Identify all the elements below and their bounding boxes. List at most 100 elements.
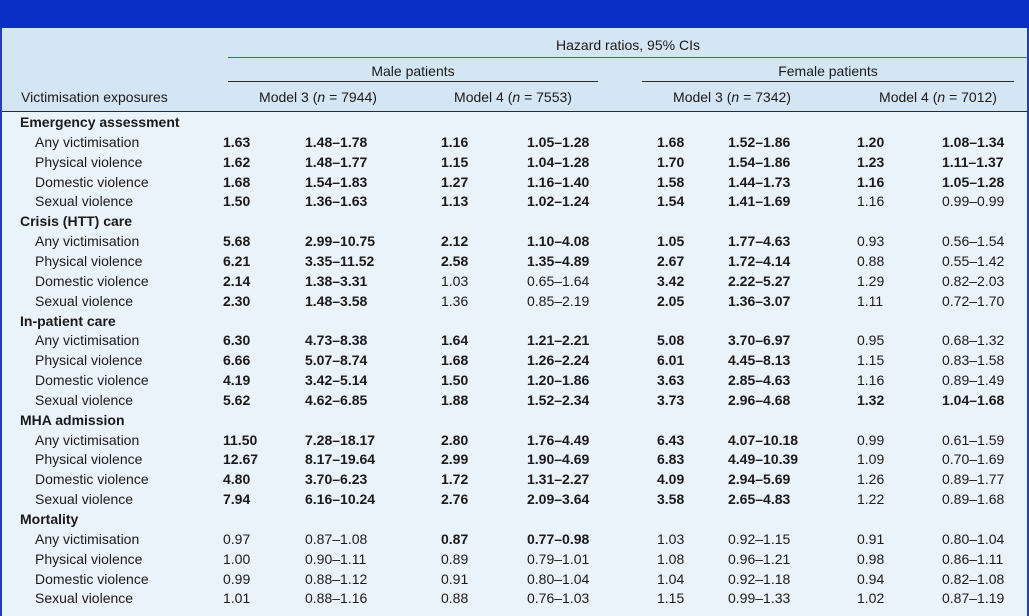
row-label: Domestic violence	[35, 372, 149, 389]
confidence-interval-cell: 3.35–11.52	[305, 252, 375, 269]
hazard-ratio-cell: 1.16	[441, 133, 469, 150]
hazard-ratio-cell: 2.05	[657, 292, 685, 309]
male-patients-header: Male patients	[371, 63, 455, 79]
row-label: Sexual violence	[35, 391, 134, 408]
confidence-interval-cell: 1.41–1.69	[728, 193, 791, 210]
confidence-interval-cell: 0.65–1.64	[527, 272, 590, 289]
row-label: Sexual violence	[35, 193, 134, 210]
confidence-interval-cell: 1.38–3.31	[305, 272, 368, 289]
confidence-interval-cell: 1.76–4.49	[527, 431, 590, 448]
confidence-interval-cell: 0.96–1.21	[728, 550, 791, 567]
confidence-interval-cell: 1.26–2.24	[527, 352, 590, 369]
hazard-ratio-cell: 1.09	[857, 451, 885, 468]
male-model3-prefix: Model 3 (	[259, 89, 318, 105]
male-patients-rule	[228, 81, 598, 82]
male-model3-suffix: = 7944)	[325, 89, 377, 105]
male-model3-header: Model 3 (n = 7944)	[228, 88, 408, 106]
table-header-band	[2, 28, 1027, 111]
confidence-interval-cell: 1.48–1.78	[305, 133, 368, 150]
hazard-ratio-cell: 1.26	[857, 471, 885, 488]
hazard-ratio-cell: 3.63	[657, 372, 685, 389]
hazard-ratio-cell: 1.68	[223, 173, 251, 190]
confidence-interval-cell: 7.28–18.17	[305, 431, 376, 448]
hazard-ratio-cell: 1.50	[223, 193, 251, 210]
hazard-ratio-cell: 0.91	[441, 570, 469, 587]
section-title: Crisis (HTT) care	[20, 213, 133, 230]
row-label: Sexual violence	[35, 590, 134, 607]
confidence-interval-cell: 0.99–1.33	[728, 590, 791, 607]
female-patients-rule	[642, 81, 1014, 82]
confidence-interval-cell: 1.04–1.68	[942, 391, 1005, 408]
row-label: Physical violence	[35, 153, 143, 170]
row-label: Domestic violence	[35, 173, 149, 190]
hazard-ratio-cell: 2.58	[441, 252, 469, 269]
confidence-interval-cell: 4.73–8.38	[305, 332, 368, 349]
hazard-ratio-cell: 1.13	[441, 193, 469, 210]
row-label: Physical violence	[35, 451, 143, 468]
confidence-interval-cell: 1.52–2.34	[527, 391, 590, 408]
hazard-ratio-cell: 1.02	[857, 590, 885, 607]
hazard-ratio-cell: 1.11	[857, 292, 884, 309]
confidence-interval-cell: 1.48–3.58	[305, 292, 368, 309]
row-label: Any victimisation	[35, 332, 140, 349]
confidence-interval-cell: 0.79–1.01	[527, 550, 590, 567]
confidence-interval-cell: 0.72–1.70	[942, 292, 1005, 309]
hazard-ratio-cell: 0.89	[441, 550, 469, 567]
confidence-interval-cell: 1.11–1.37	[942, 153, 1004, 170]
hazard-ratio-cell: 0.91	[857, 530, 885, 547]
confidence-interval-cell: 3.42–5.14	[305, 372, 368, 389]
female-model4-prefix: Model 4 (	[879, 89, 938, 105]
confidence-interval-cell: 1.72–4.14	[728, 252, 791, 269]
hazard-ratio-cell: 5.08	[657, 332, 685, 349]
hazard-ratio-cell: 12.67	[223, 451, 259, 468]
confidence-interval-cell: 0.89–1.68	[942, 491, 1005, 508]
hazard-ratio-cell: 0.88	[441, 590, 469, 607]
hazard-ratio-cell: 1.03	[657, 530, 685, 547]
confidence-interval-cell: 0.80–1.04	[942, 530, 1005, 547]
confidence-interval-cell: 0.87–1.08	[305, 530, 368, 547]
hazard-ratio-cell: 1.16	[857, 173, 885, 190]
section-title: MHA admission	[20, 411, 125, 428]
hazard-ratio-cell: 1.15	[857, 352, 885, 369]
male-model4-n: n	[512, 89, 521, 105]
hazard-ratio-cell: 1.27	[441, 173, 469, 190]
confidence-interval-cell: 1.05–1.28	[942, 173, 1005, 190]
confidence-interval-cell: 2.22–5.27	[728, 272, 791, 289]
hazard-ratio-cell: 1.15	[441, 153, 469, 170]
hazard-ratio-cell: 1.68	[657, 133, 685, 150]
female-model4-suffix: = 7012)	[945, 89, 997, 105]
hazard-ratio-cell: 3.42	[657, 272, 685, 289]
hazard-ratio-cell: 6.21	[223, 252, 251, 269]
hazard-ratio-cell: 0.94	[857, 570, 885, 587]
confidence-interval-cell: 4.45–8.13	[728, 352, 791, 369]
confidence-interval-cell: 0.82–2.03	[942, 272, 1005, 289]
male-model4-suffix: = 7553)	[520, 89, 572, 105]
hazard-ratio-cell: 2.76	[441, 491, 469, 508]
confidence-interval-cell: 1.35–4.89	[527, 252, 590, 269]
confidence-interval-cell: 2.09–3.64	[527, 491, 590, 508]
hazard-ratio-cell: 1.70	[657, 153, 685, 170]
hazard-ratio-cell: 0.87	[441, 530, 469, 547]
hazard-ratio-cell: 1.16	[857, 193, 885, 210]
hazard-ratio-cell: 6.01	[657, 352, 685, 369]
male-model4-prefix: Model 4 (	[454, 89, 513, 105]
hazard-ratio-cell: 4.19	[223, 372, 251, 389]
hazard-ratio-cell: 5.68	[223, 233, 251, 250]
row-label: Any victimisation	[35, 530, 140, 547]
confidence-interval-cell: 0.83–1.58	[942, 352, 1005, 369]
hazard-ratio-cell: 4.09	[657, 471, 685, 488]
hazard-ratio-cell: 7.94	[223, 491, 251, 508]
male-model4-header: Model 4 (n = 7553)	[428, 88, 598, 106]
hazard-ratio-cell: 11.50	[223, 431, 258, 448]
hazard-ratio-cell: 2.30	[223, 292, 251, 309]
hazard-ratio-cell: 2.80	[441, 431, 469, 448]
hazard-ratio-cell: 6.43	[657, 431, 685, 448]
confidence-interval-cell: 0.76–1.03	[527, 590, 590, 607]
hazard-ratio-cell: 1.08	[657, 550, 685, 567]
hazard-ratio-cell: 3.73	[657, 391, 685, 408]
hazard-ratio-cell: 1.15	[657, 590, 685, 607]
confidence-interval-cell: 3.70–6.23	[305, 471, 368, 488]
hazard-ratio-cell: 0.97	[223, 530, 251, 547]
row-label: Any victimisation	[35, 233, 140, 250]
hazard-ratio-cell: 1.62	[223, 153, 251, 170]
